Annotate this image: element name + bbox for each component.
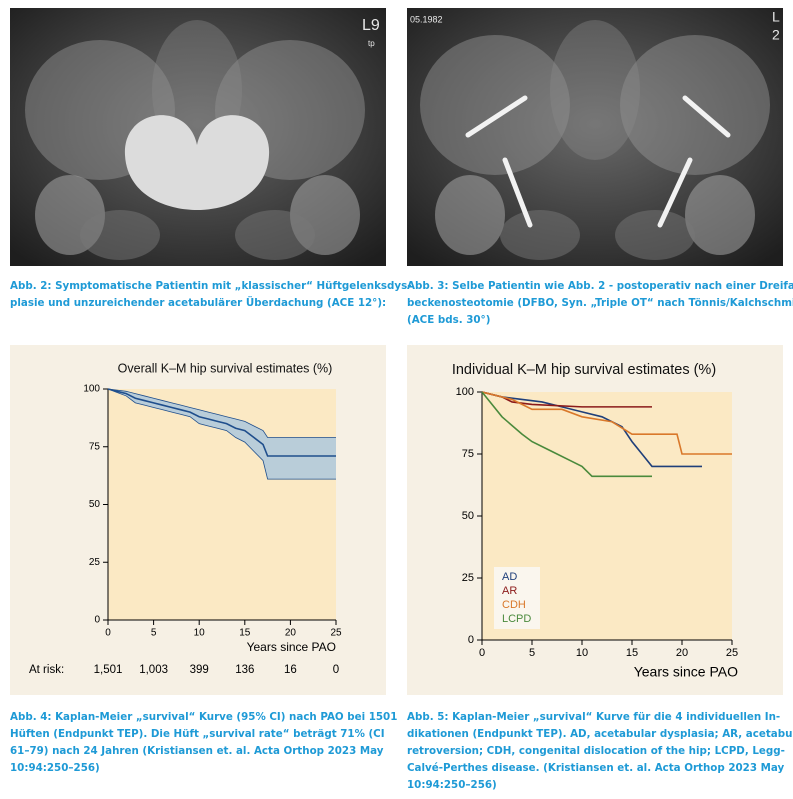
chart-title: Individual K–M hip survival estimates (%… — [452, 362, 716, 378]
caption-line: Abb. 2: Symptomatische Patientin mit „kl… — [10, 280, 412, 292]
x-tick-label: 20 — [285, 628, 297, 639]
chart-title: Overall K–M hip survival estimates (%) — [118, 361, 333, 375]
x-axis-label: Years since PAO — [634, 664, 738, 680]
y-tick-label: 75 — [462, 448, 474, 460]
legend-label: AR — [502, 585, 517, 597]
y-tick-label: 0 — [94, 615, 100, 626]
legend-label: CDH — [502, 599, 526, 611]
ci-upper-line — [107, 388, 336, 438]
x-tick-label: 15 — [626, 647, 638, 659]
xray-label: 05.1982 — [410, 14, 443, 24]
at-risk-value: 136 — [235, 664, 254, 676]
at-risk-value: 16 — [284, 664, 297, 676]
ci-lower-line — [107, 388, 336, 480]
y-tick-label: 0 — [468, 634, 474, 646]
legend — [494, 567, 540, 629]
x-tick-label: 20 — [676, 647, 688, 659]
series-line — [481, 391, 732, 455]
series-line — [481, 391, 652, 478]
caption-line: beckenosteotomie (DFBO, Syn. „Triple OT“… — [407, 297, 793, 309]
y-tick-label: 100 — [456, 386, 474, 398]
chart: Individual K–M hip survival estimates (%… — [452, 362, 738, 680]
x-tick-label: 25 — [726, 647, 738, 659]
x-tick-label: 10 — [576, 647, 588, 659]
x-tick-label: 15 — [239, 628, 251, 639]
x-tick-label: 0 — [105, 628, 111, 639]
x-axis-label: Years since PAO — [247, 640, 336, 654]
caption-line: plasie und unzureichender acetabulärer Ü… — [10, 295, 386, 309]
xray-left: L9 tp — [10, 8, 386, 266]
caption-line: Abb. 5: Kaplan-Meier „survival“ Kurve fü… — [407, 711, 780, 723]
xray-label: 2 — [772, 27, 780, 43]
caption-line: 10:94:250–256) — [10, 762, 100, 774]
legend-label: LCPD — [502, 613, 531, 625]
at-risk-value: 1,501 — [94, 664, 123, 676]
caption-line: retroversion; CDH, congenital dislocatio… — [407, 745, 785, 757]
y-tick-label: 100 — [83, 384, 100, 395]
x-tick-label: 5 — [151, 628, 157, 639]
at-risk-label: At risk: — [29, 664, 64, 676]
x-tick-label: 10 — [194, 628, 206, 639]
y-tick-label: 25 — [89, 557, 101, 568]
at-risk-value: 0 — [333, 664, 339, 676]
x-tick-label: 0 — [479, 647, 485, 659]
at-risk-value: 399 — [190, 664, 209, 676]
y-tick-label: 50 — [462, 510, 474, 522]
caption-line: dikationen (Endpunkt TEP). AD, acetabula… — [407, 728, 793, 740]
survival-line — [107, 388, 336, 457]
xray-right: 05.1982 L 2 — [407, 8, 783, 266]
series-line — [481, 391, 702, 468]
x-tick-label: 25 — [330, 628, 342, 639]
captions: Abb. 2: Symptomatische Patientin mit „kl… — [10, 280, 793, 791]
caption-line: (ACE bds. 30°) — [407, 314, 490, 326]
y-tick-label: 25 — [462, 572, 474, 584]
at-risk-value: 1,003 — [139, 664, 168, 676]
chart: Overall K–M hip survival estimates (%) 0 2… — [29, 361, 342, 676]
caption-line: Abb. 3: Selbe Patientin wie Abb. 2 - pos… — [407, 280, 793, 292]
x-tick-label: 5 — [529, 647, 535, 659]
legend-label: AD — [502, 571, 517, 583]
y-tick-label: 75 — [89, 441, 101, 452]
caption-line: 61–79) nach 24 Jahren (Kristiansen et. a… — [10, 745, 384, 757]
xray-label: L9 — [362, 17, 380, 34]
xray-label: L — [772, 9, 780, 25]
caption-line: Hüften (Endpunkt TEP). Die Hüft „surviva… — [10, 728, 385, 740]
caption-line: Calvé-Perthes disease. (Kristiansen et. … — [407, 762, 784, 774]
caption-line: 10:94:250–256) — [407, 779, 497, 791]
caption-line: Abb. 4: Kaplan-Meier „survival“ Kurve (9… — [10, 711, 397, 723]
xray-label: tp — [368, 39, 375, 48]
y-tick-label: 50 — [89, 499, 101, 510]
